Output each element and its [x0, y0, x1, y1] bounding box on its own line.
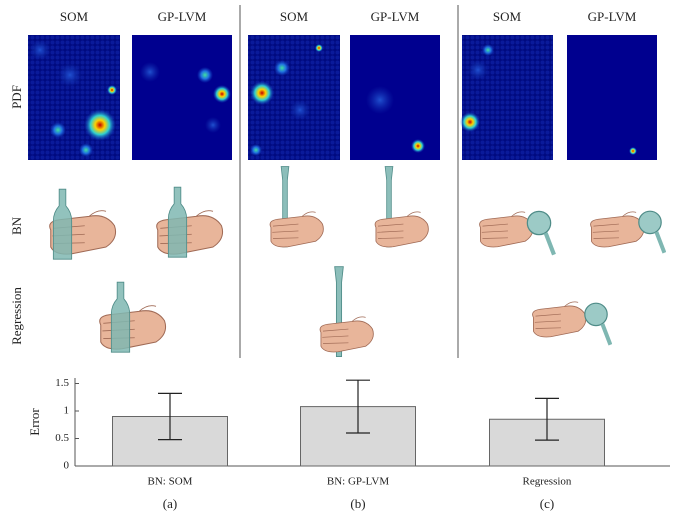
grasp-image: [157, 187, 223, 257]
y-tick-label: 1: [64, 405, 70, 417]
grasp-image: [591, 211, 665, 253]
x-tick-label: Regression: [523, 476, 572, 488]
figure: SOM GP-LVM SOM GP-LVM SOM GP-LVM PDF BN …: [0, 0, 679, 518]
column-header: GP-LVM: [371, 9, 420, 24]
grasp-image: [100, 282, 166, 352]
grasp-image: [480, 211, 554, 254]
panel-label: (b): [350, 496, 365, 511]
heatmap: [567, 35, 657, 160]
y-axis-label: Error: [27, 408, 42, 436]
grasp-image: [375, 167, 428, 247]
row-label: BN: [9, 216, 24, 235]
grasp-image: [320, 267, 373, 357]
y-tick-label: 0.5: [55, 432, 69, 444]
row-label: PDF: [9, 85, 24, 109]
row-label: Regression: [9, 287, 24, 345]
column-header: SOM: [280, 9, 309, 24]
column-header: GP-LVM: [588, 9, 637, 24]
column-header: SOM: [493, 9, 522, 24]
column-header: GP-LVM: [158, 9, 207, 24]
y-tick-label: 1.5: [55, 377, 69, 389]
heatmap: [132, 35, 232, 160]
column-header: SOM: [60, 9, 89, 24]
grasp-image: [270, 167, 323, 247]
panel-label: (c): [540, 496, 554, 511]
heatmap: [350, 35, 440, 160]
x-tick-label: BN: SOM: [148, 476, 193, 488]
y-tick-label: 0: [64, 460, 70, 472]
grasp-image: [50, 189, 116, 259]
x-tick-label: BN: GP-LVM: [327, 476, 389, 488]
heatmap: [28, 35, 120, 160]
heatmap: [460, 35, 553, 160]
grasp-image: [533, 302, 611, 345]
panel-label: (a): [163, 496, 177, 511]
heatmap: [248, 35, 340, 160]
